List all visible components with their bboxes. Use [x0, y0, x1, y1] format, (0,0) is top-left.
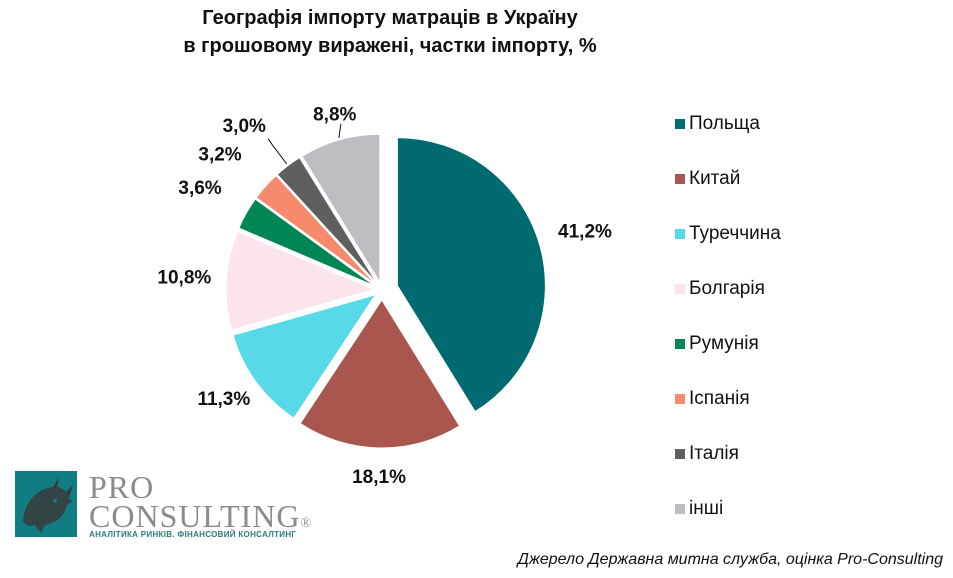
legend-item-5: Румунія [675, 316, 945, 371]
pie-slice-4 [225, 230, 376, 331]
pie-label-3: 11,3% [197, 389, 250, 410]
logo-registered-mark: ® [300, 516, 313, 531]
legend-swatch-5 [675, 338, 685, 349]
legend-label-1: Польща [689, 112, 760, 134]
legend-label-4: Болгарія [689, 277, 765, 299]
logo-consulting-word: CONSULTING [89, 498, 301, 534]
pie-label-2: 18,1% [352, 467, 406, 488]
pie-label-5: 3,6% [178, 178, 221, 199]
pie-slice-5 [238, 198, 376, 287]
pie-label-4: 10,8% [157, 267, 211, 288]
legend-label-8: інші [689, 497, 724, 519]
chart-title-line-1: Географія імпорту матраців в Україну [202, 7, 578, 29]
legend-item-3: Туреччина [675, 206, 945, 261]
legend-item-4: Болгарія [675, 261, 945, 316]
pie-slices [225, 133, 546, 449]
logo-pro-text: PRO [89, 469, 155, 505]
legend-swatch-2 [675, 173, 685, 184]
legend-swatch-4 [675, 283, 685, 294]
leader-line-7 [267, 138, 288, 165]
pie-slice-8 [301, 133, 381, 285]
pie-slice-7 [276, 156, 378, 284]
legend-item-1: Польща [675, 96, 945, 151]
pie-data-labels: 41,2% 18,1% 11,3% 10,8% 3,6% 3,2% 3,0% 8,8% [157, 105, 612, 488]
pie-leader-lines [267, 123, 342, 165]
rhino-logo-icon [15, 471, 77, 537]
chart-legend: Польща Китай Туреччина Болгарія Румунія Іспан… [675, 96, 945, 536]
legend-label-2: Китай [689, 167, 741, 189]
legend-swatch-1 [675, 118, 685, 129]
pie-slice-6 [255, 174, 377, 286]
pie-label-8: 8,8% [313, 105, 356, 126]
legend-item-7: Італія [675, 426, 945, 481]
legend-item-6: Іспанія [675, 371, 945, 426]
legend-swatch-8 [675, 503, 685, 514]
legend-label-7: Італія [689, 442, 739, 464]
pie-slice-3 [232, 293, 377, 419]
chart-title: Географія імпорту матраців в Україну в г… [100, 4, 680, 60]
pie-label-7: 3,0% [223, 116, 266, 137]
pie-slice-2 [299, 299, 461, 449]
legend-swatch-6 [675, 393, 685, 404]
legend-label-3: Туреччина [689, 222, 781, 244]
logo-subtitle: АНАЛІТИКА РИНКІВ. ФІНАНСОВИЙ КОНСАЛТИНГ [89, 530, 297, 539]
legend-swatch-7 [675, 448, 685, 459]
legend-label-6: Іспанія [689, 387, 750, 409]
chart-title-line-2: в грошовому виражені, частки імпорту, % [183, 35, 597, 57]
leader-line-8 [338, 123, 342, 139]
legend-item-2: Китай [675, 151, 945, 206]
pie-label-1: 41,2% [558, 221, 612, 242]
source-note: Джерело Державна митна служба, оцінка Pr… [517, 551, 943, 568]
pie-slice-1 [396, 137, 546, 413]
legend-item-8: інші [675, 481, 945, 536]
pro-consulting-logo: PRO CONSULTING® АНАЛІТИКА РИНКІВ. ФІНАНС… [15, 469, 315, 541]
pie-label-6: 3,2% [198, 144, 241, 165]
legend-label-5: Румунія [689, 332, 759, 354]
legend-swatch-3 [675, 228, 685, 239]
logo-consulting-text: CONSULTING® [89, 498, 312, 535]
